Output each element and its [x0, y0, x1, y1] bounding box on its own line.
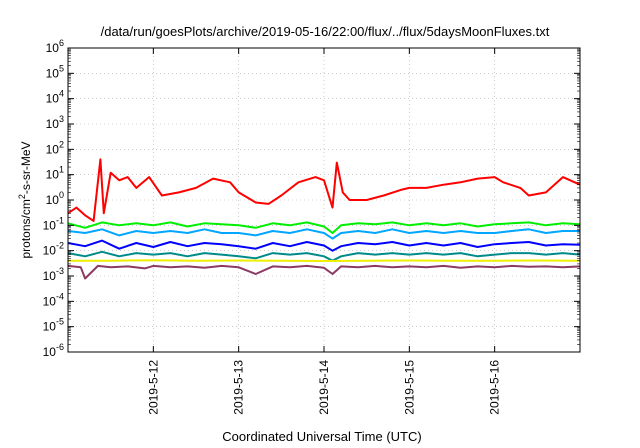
x-tick-label: 2019-5-16	[488, 360, 502, 415]
series-line-6	[68, 259, 581, 262]
series-line-5	[67, 250, 581, 262]
y-tick-label: 10-1	[43, 215, 64, 232]
series-line-4	[67, 239, 581, 252]
y-tick-label: 103	[46, 114, 64, 131]
x-axis: 2019-5-12 2019-5-13 2019-5-14 2019-5-15 2019…	[146, 48, 502, 415]
y-tick-label: 10-6	[43, 342, 64, 359]
x-tick-label: 2019-5-14	[317, 360, 331, 415]
y-axis: 10-6 10-5 10-4 10-3 10-2 10-1 100 101 102 103 104 1…	[43, 38, 580, 359]
y-tick-label: 104	[46, 89, 64, 106]
y-tick-label: 101	[46, 165, 64, 182]
series-line-2	[67, 221, 581, 234]
y-tick-label: 10-2	[43, 241, 64, 258]
y-tick-label: 10-3	[43, 266, 64, 283]
series-line-3	[67, 228, 580, 240]
x-axis-label: Coordinated Universal Time (UTC)	[222, 429, 421, 444]
y-tick-label: 100	[46, 190, 64, 207]
y-axis-label: protons/cm2-s-sr-MeV	[17, 141, 33, 258]
x-tick-label: 2019-5-15	[402, 360, 416, 415]
y-tick-label: 10-4	[43, 291, 64, 308]
y-tick-label: 105	[46, 63, 64, 80]
y-tick-label: 102	[46, 139, 64, 156]
series-line-1	[67, 158, 581, 222]
grid	[68, 48, 580, 352]
x-tick-label: 2019-5-13	[232, 360, 246, 415]
y-tick-label: 10-5	[43, 317, 64, 334]
series-line-7	[67, 264, 581, 280]
y-tick-label: 106	[46, 38, 64, 55]
chart-title: /data/run/goesPlots/archive/2019-05-16/2…	[101, 24, 550, 39]
x-tick-label: 2019-5-12	[146, 360, 160, 415]
series-group	[67, 158, 581, 280]
